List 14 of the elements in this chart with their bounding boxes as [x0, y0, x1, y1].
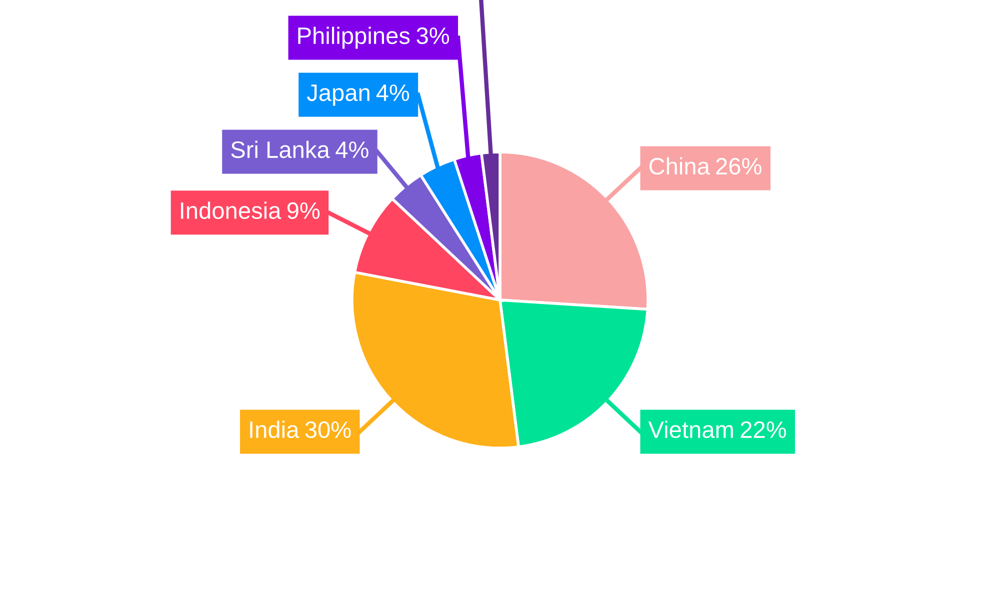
slice-label: China	[649, 157, 710, 175]
data-label: 22%	[740, 421, 786, 438]
data-label: 26%	[716, 158, 762, 175]
slice-label: Indonesia	[181, 202, 282, 219]
data-label: 30%	[305, 421, 351, 438]
data-label: 3%	[416, 27, 450, 44]
slice-label: Japan	[306, 84, 370, 106]
slice-label: Philippines	[298, 26, 410, 49]
slice-label: India	[250, 420, 300, 438]
slice-label: Sri Lanka	[231, 140, 330, 158]
data-label: 4%	[336, 141, 368, 158]
slice-label: Vietnam	[648, 420, 733, 438]
data-label: 9%	[287, 202, 320, 219]
data-label: 4%	[376, 84, 410, 101]
